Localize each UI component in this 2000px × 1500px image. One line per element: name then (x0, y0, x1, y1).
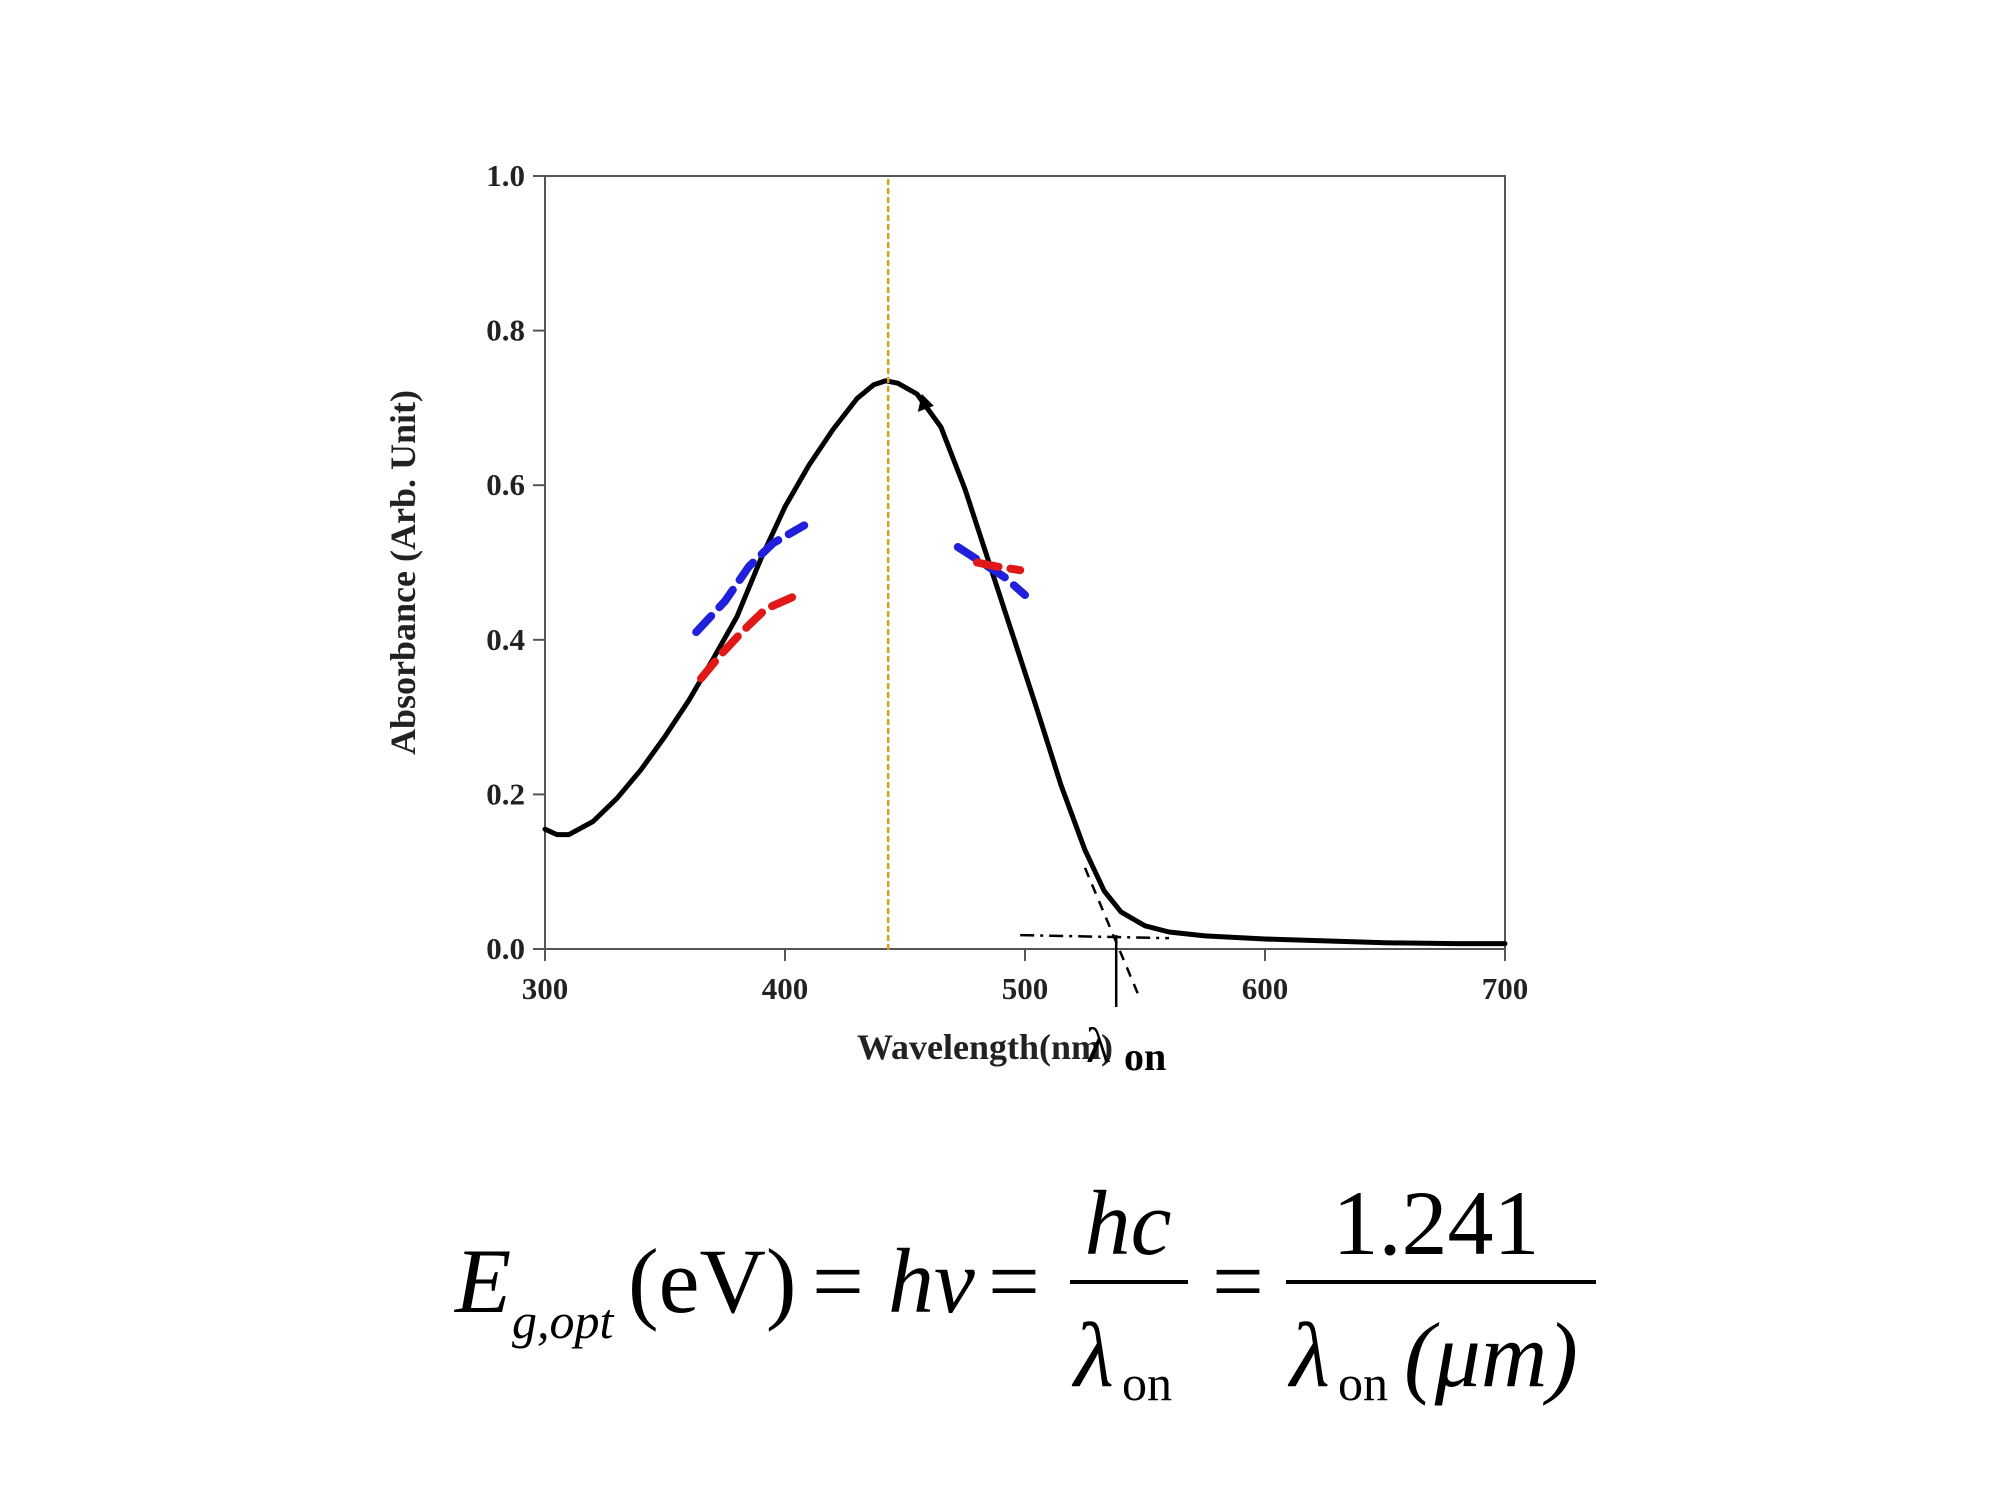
eq-equals-1: = (812, 1230, 864, 1332)
series-line-3 (953, 543, 1029, 599)
eq-frac2-numerator: 1.241 (1333, 1172, 1540, 1274)
eq-frac1-den-sub: on (1122, 1355, 1172, 1411)
eq-energy-symbol: E (453, 1230, 511, 1332)
onset-wavelength-label: λ on (1086, 1017, 1166, 1079)
y-tick-label: 0.4 (486, 622, 525, 657)
x-tick-label: 500 (1002, 971, 1049, 1006)
y-axis-title: Absorbance (Arb. Unit) (383, 390, 423, 755)
y-tick-label: 1.0 (486, 158, 525, 193)
x-tick-label: 700 (1482, 971, 1529, 1006)
onset-lambda-subscript: on (1124, 1034, 1166, 1079)
axis-ticks: 300 400 500 600 700 0.0 0.2 0.4 0.6 0.8 1.0 (486, 158, 1528, 1006)
eq-equals-3: = (1212, 1230, 1264, 1332)
peak-arrow-icon (917, 393, 934, 412)
series-line-1 (692, 521, 809, 637)
eq-frac2-den-unit: (μm) (1404, 1304, 1578, 1406)
onset-tangent-line (1083, 867, 1142, 1000)
bandgap-equation: E g,opt (eV) = hν = hc λ on = 1.241 λ on… (453, 1172, 1596, 1411)
eq-frac1-numerator: hc (1085, 1172, 1172, 1274)
annotations (917, 393, 1170, 1007)
eq-energy-subscript: g,opt (512, 1293, 615, 1349)
y-tick-label: 0.8 (486, 313, 525, 348)
series-line-0 (542, 378, 1508, 947)
onset-lambda-symbol: λ (1086, 1017, 1110, 1073)
x-axis-title: Wavelength(nm) (857, 1027, 1113, 1067)
series-group (542, 174, 1508, 951)
y-tick-label: 0.2 (486, 776, 525, 811)
y-tick-label: 0.0 (486, 931, 525, 966)
baseline-extrapolation (1020, 933, 1170, 940)
x-tick-label: 300 (522, 971, 569, 1006)
eq-h-nu: hν (888, 1230, 975, 1332)
y-tick-label: 0.6 (486, 467, 525, 502)
eq-unit: (eV) (628, 1230, 797, 1332)
eq-frac2-den-sub: on (1338, 1355, 1388, 1411)
series-line-4 (973, 558, 1025, 575)
plot-frame (544, 175, 1506, 950)
series-line-2 (697, 593, 797, 683)
eq-equals-2: = (988, 1230, 1040, 1332)
eq-frac2-den-lambda: λ (1287, 1304, 1330, 1406)
x-tick-label: 600 (1242, 971, 1289, 1006)
eq-frac1-den-lambda: λ (1071, 1304, 1114, 1406)
x-tick-label: 400 (762, 971, 809, 1006)
